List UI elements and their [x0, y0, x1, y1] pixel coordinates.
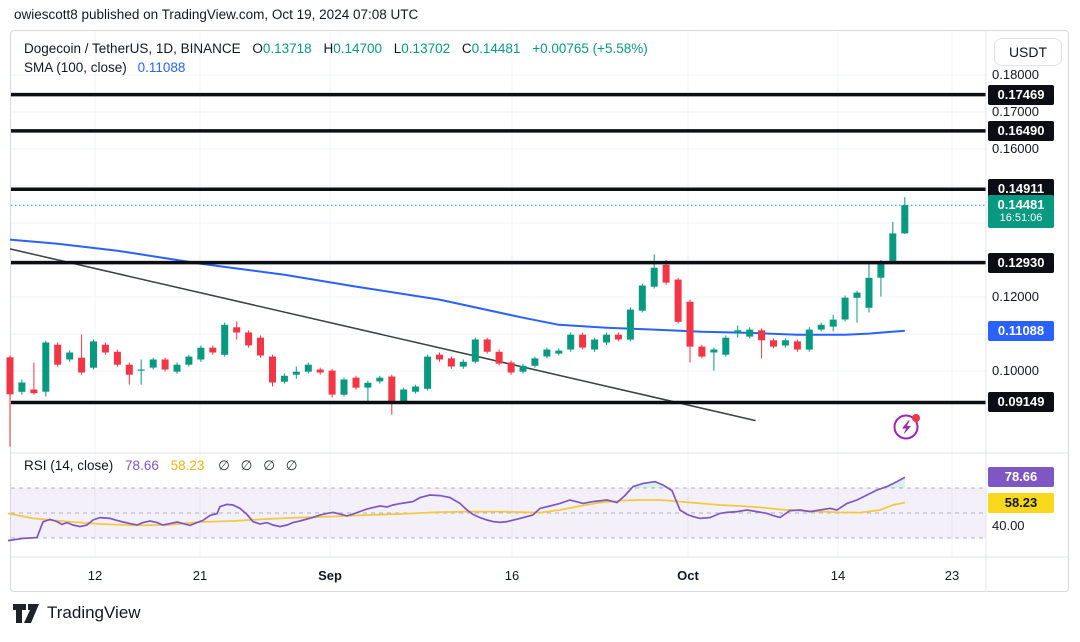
time-axis[interactable]: 12 21 Sep 16 Oct 14 23	[10, 557, 986, 592]
rsi-tick-label: 40.00	[992, 518, 1025, 533]
high-value: 0.14700	[333, 41, 383, 56]
tradingview-logo[interactable]: TradingView	[13, 603, 141, 623]
current-price-badge: 0.14481 16:51:06	[988, 195, 1054, 228]
time-tick-label: 14	[830, 568, 846, 583]
level-price-badge: 0.16490	[988, 121, 1054, 141]
open-value: 0.13718	[262, 41, 312, 56]
close-label: C	[461, 41, 472, 56]
time-tick-label: Sep	[318, 568, 342, 583]
level-price-badge: 0.14911	[988, 179, 1054, 199]
technicals-widget-button[interactable]	[890, 409, 924, 443]
sma-price-badge: 0.11088	[988, 321, 1054, 341]
current-price-value: 0.14481	[997, 197, 1045, 212]
tradingview-logo-mark	[13, 603, 39, 623]
price-axis[interactable]: 0.18000 0.17000 0.16000 0.12000 0.10000 0.174…	[987, 30, 1069, 557]
main-legend: Dogecoin / TetherUS, 1D, BINANCE O0.1371…	[24, 39, 648, 77]
sma-label: SMA (100, close)	[24, 60, 127, 75]
price-tick-label: 0.18000	[992, 67, 1039, 82]
rsi-empty-slots: ∅ ∅ ∅ ∅	[218, 458, 298, 473]
time-tick-label: 23	[944, 568, 960, 583]
level-price-badge: 0.09149	[988, 392, 1054, 412]
level-price-badge: 0.17469	[988, 85, 1054, 105]
bar-countdown: 16:51:06	[999, 212, 1043, 224]
tradingview-logo-text: TradingView	[47, 603, 141, 622]
rsi-ma-value: 58.23	[170, 458, 205, 473]
low-value: 0.13702	[401, 41, 451, 56]
currency-toggle-button[interactable]: USDT	[994, 38, 1062, 66]
legend-symbol-row[interactable]: Dogecoin / TetherUS, 1D, BINANCE O0.1371…	[24, 39, 648, 58]
rsi-legend-row[interactable]: RSI (14, close) 78.66 58.23 ∅ ∅ ∅ ∅	[24, 458, 297, 474]
pane-divider[interactable]	[10, 452, 1069, 455]
open-label: O	[252, 41, 263, 56]
time-tick-label: 21	[192, 568, 208, 583]
low-label: L	[393, 41, 402, 56]
time-tick-label: 16	[504, 568, 520, 583]
rsi-value-badge: 78.66	[988, 467, 1054, 487]
rsi-value: 78.66	[125, 458, 159, 473]
price-tick-label: 0.16000	[992, 141, 1039, 156]
high-label: H	[323, 41, 334, 56]
rsi-label: RSI (14, close)	[24, 458, 114, 473]
symbol-title: Dogecoin / TetherUS, 1D, BINANCE	[24, 41, 241, 56]
time-tick-label: Oct	[677, 568, 699, 583]
legend-sma-row[interactable]: SMA (100, close) 0.11088	[24, 58, 648, 77]
chart-card	[10, 30, 1069, 592]
attribution-bar: owiescott8 published on TradingView.com,…	[14, 7, 419, 22]
close-value: 0.14481	[471, 41, 521, 56]
change-value: +0.00765 (+5.58%)	[532, 41, 648, 56]
level-price-badge: 0.12930	[988, 253, 1054, 273]
price-tick-label: 0.10000	[992, 363, 1039, 378]
rsi-ma-value-badge: 58.23	[988, 493, 1054, 513]
time-tick-label: 12	[87, 568, 103, 583]
price-tick-label: 0.17000	[992, 104, 1039, 119]
lightning-icon	[893, 414, 920, 440]
price-tick-label: 0.12000	[992, 289, 1039, 304]
sma-value: 0.11088	[137, 60, 186, 75]
